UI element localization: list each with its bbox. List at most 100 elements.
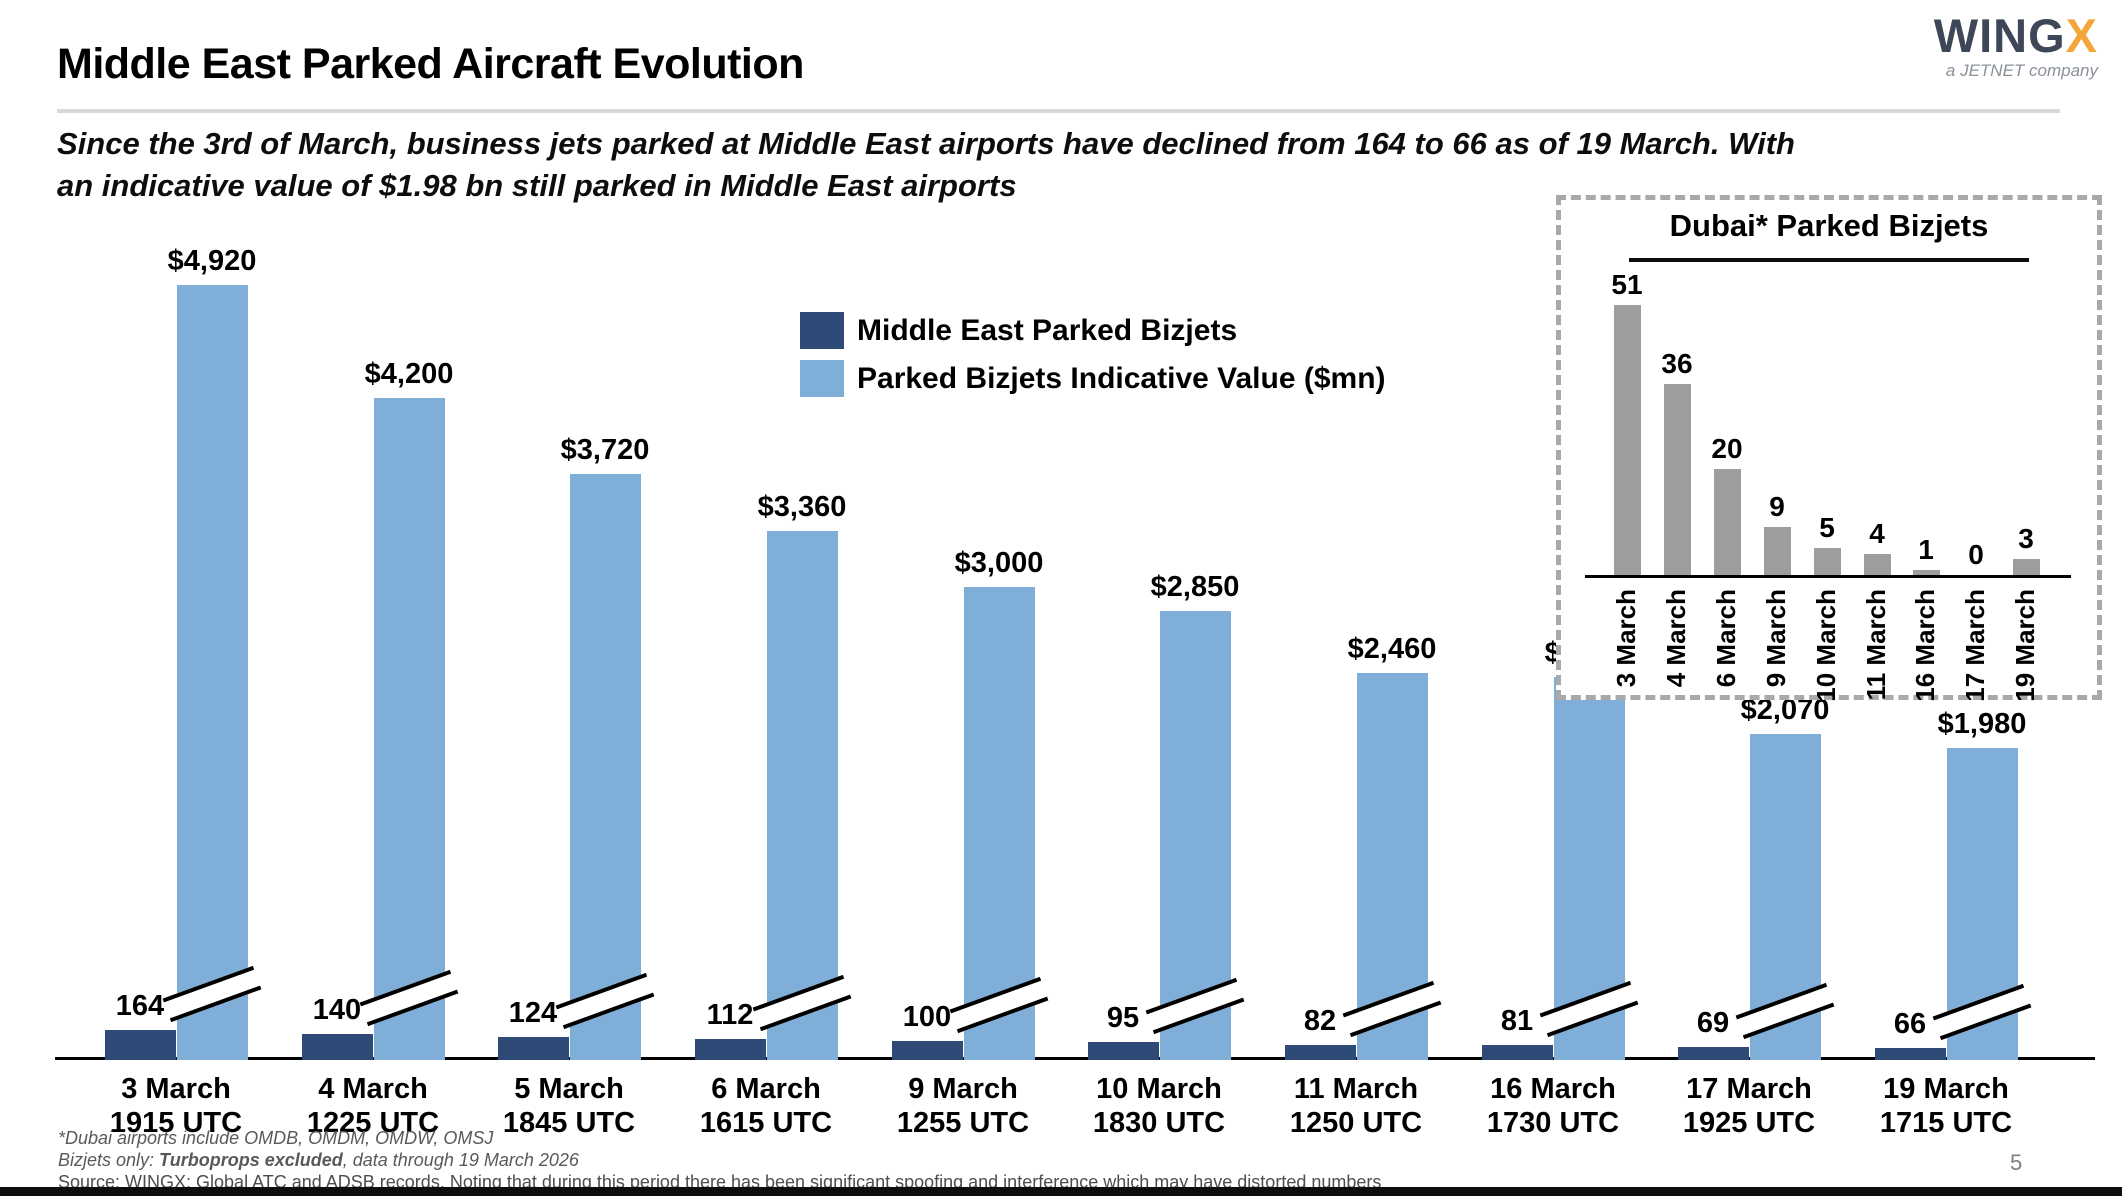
bottom-accent-bar (0, 1187, 2122, 1196)
dollar-value-label: $1,980 (1937, 708, 2027, 740)
parked-bizjets-bar (1678, 1047, 1749, 1060)
dubai-bar (1814, 548, 1841, 575)
dollar-value-label: $3,720 (560, 434, 650, 466)
subtitle-line-1: Since the 3rd of March, business jets pa… (57, 126, 1795, 161)
category-date: 4 March (318, 1073, 428, 1105)
dubai-value-label: 4 (1869, 518, 1885, 549)
category-date: 3 March (121, 1073, 231, 1105)
x-axis-line (55, 1057, 2095, 1060)
category-date: 6 March (711, 1073, 821, 1105)
title-divider (57, 109, 2060, 113)
count-value-label: 81 (1500, 1005, 1534, 1037)
dubai-x-axis-label: 3 March (1611, 589, 1641, 688)
inset-x-axis-line (1585, 575, 2071, 578)
category-time: 1925 UTC (1682, 1107, 1816, 1140)
dubai-x-axis-label: 17 March (1960, 589, 1990, 702)
dollar-value-label: $4,920 (167, 245, 257, 277)
dubai-inset-chart: Dubai* Parked Bizjets 51 3 March 36 4 March… (1556, 195, 2102, 702)
x-axis-category-label: 11 March 1250 UTC (1261, 1072, 1451, 1140)
dubai-x-axis-label: 4 March (1661, 589, 1691, 688)
count-value-label: 112 (706, 999, 754, 1031)
inset-title-underline (1629, 258, 2029, 262)
subtitle-line-2: an indicative value of $1.98 bn still pa… (57, 168, 1017, 203)
parked-bizjets-bar (498, 1037, 569, 1060)
x-axis-category-label: 3 March 1915 UTC (81, 1072, 271, 1140)
category-time: 1830 UTC (1092, 1107, 1226, 1140)
parked-bizjets-bar (695, 1039, 766, 1060)
parked-bizjets-bar (1482, 1045, 1553, 1060)
parked-bizjets-bar (1088, 1042, 1159, 1060)
category-time: 1730 UTC (1486, 1107, 1620, 1140)
dubai-value-label: 3 (2018, 523, 2034, 554)
count-value-label: 140 (312, 994, 362, 1026)
chart-legend: Middle East Parked Bizjets Parked Bizjets… (800, 312, 1386, 408)
x-axis-category-label: 6 March 1615 UTC (671, 1072, 861, 1140)
category-date: 11 March (1293, 1073, 1419, 1105)
dubai-value-label: 36 (1661, 348, 1693, 379)
x-axis-category-label: 9 March 1255 UTC (868, 1072, 1058, 1140)
dubai-value-label: 20 (1711, 433, 1743, 464)
indicative-value-bar (767, 531, 838, 1060)
x-axis-category-label: 19 March 1715 UTC (1851, 1072, 2041, 1140)
category-time: 1250 UTC (1289, 1107, 1423, 1140)
dubai-value-label: 51 (1611, 269, 1643, 300)
indicative-value-bar (964, 587, 1035, 1060)
category-date: 5 March (514, 1073, 624, 1105)
dubai-x-axis-label: 16 March (1910, 589, 1940, 702)
count-value-label: 66 (1893, 1008, 1927, 1040)
dubai-x-axis-label: 11 March (1861, 589, 1891, 701)
dubai-value-label: 9 (1769, 491, 1785, 522)
page-title: Middle East Parked Aircraft Evolution (57, 40, 804, 88)
dollar-value-label: $3,360 (757, 491, 847, 523)
dubai-bar (1864, 554, 1891, 575)
dubai-bar (1664, 384, 1691, 575)
category-time: 1845 UTC (502, 1107, 636, 1140)
wingx-logo-x: X (2065, 9, 2098, 62)
category-time: 1915 UTC (109, 1107, 243, 1140)
x-axis-category-label: 4 March 1225 UTC (278, 1072, 468, 1140)
category-date: 17 March (1686, 1073, 1812, 1105)
count-value-label: 164 (115, 990, 165, 1022)
dollar-value-label: $3,000 (954, 547, 1044, 579)
dubai-bar (1913, 570, 1940, 575)
x-axis-category-label: 16 March 1730 UTC (1458, 1072, 1648, 1140)
dubai-bar (1764, 527, 1791, 575)
legend-label: Parked Bizjets Indicative Value ($mn) (857, 361, 1386, 395)
dubai-value-label: 1 (1918, 534, 1934, 565)
parked-bizjets-bar (1875, 1048, 1946, 1060)
wingx-logo: WINGX a JETNET company (1934, 12, 2098, 79)
category-date: 19 March (1883, 1073, 2009, 1105)
count-value-label: 95 (1106, 1002, 1140, 1034)
category-time: 1615 UTC (699, 1107, 833, 1140)
count-value-label: 124 (508, 997, 558, 1029)
x-axis-category-label: 10 March 1830 UTC (1064, 1072, 1254, 1140)
dubai-x-axis-label: 9 March (1761, 589, 1791, 688)
legend-label: Middle East Parked Bizjets (857, 313, 1238, 347)
dubai-x-axis-label: 10 March (1811, 589, 1841, 702)
count-value-label: 100 (902, 1001, 952, 1033)
category-date: 16 March (1490, 1073, 1616, 1105)
dubai-value-label: 0 (1968, 539, 1984, 570)
footnote-bizjets-only: Bizjets only: Turboprops excluded, data … (58, 1150, 579, 1170)
parked-bizjets-bar (302, 1034, 373, 1060)
indicative-value-bar (570, 474, 641, 1060)
parked-bizjets-bar (105, 1030, 176, 1060)
legend-item: Middle East Parked Bizjets (800, 312, 1386, 349)
category-time: 1225 UTC (306, 1107, 440, 1140)
x-axis-category-label: 5 March 1845 UTC (474, 1072, 664, 1140)
x-axis-category-label: 17 March 1925 UTC (1654, 1072, 1844, 1140)
legend-swatch-icon (800, 360, 844, 397)
inset-chart-title: Dubai* Parked Bizjets (1669, 208, 1989, 243)
indicative-value-bar (177, 285, 248, 1060)
dollar-value-label: $2,460 (1347, 633, 1437, 665)
category-date: 10 March (1096, 1073, 1222, 1105)
parked-bizjets-bar (1285, 1045, 1356, 1060)
page-number: 5 (2010, 1150, 2023, 1175)
category-date: 9 March (908, 1073, 1018, 1105)
dubai-value-label: 5 (1819, 512, 1835, 543)
dubai-x-axis-label: 19 March (2010, 589, 2040, 702)
dubai-bar (1714, 469, 1741, 575)
count-value-label: 69 (1696, 1007, 1730, 1039)
